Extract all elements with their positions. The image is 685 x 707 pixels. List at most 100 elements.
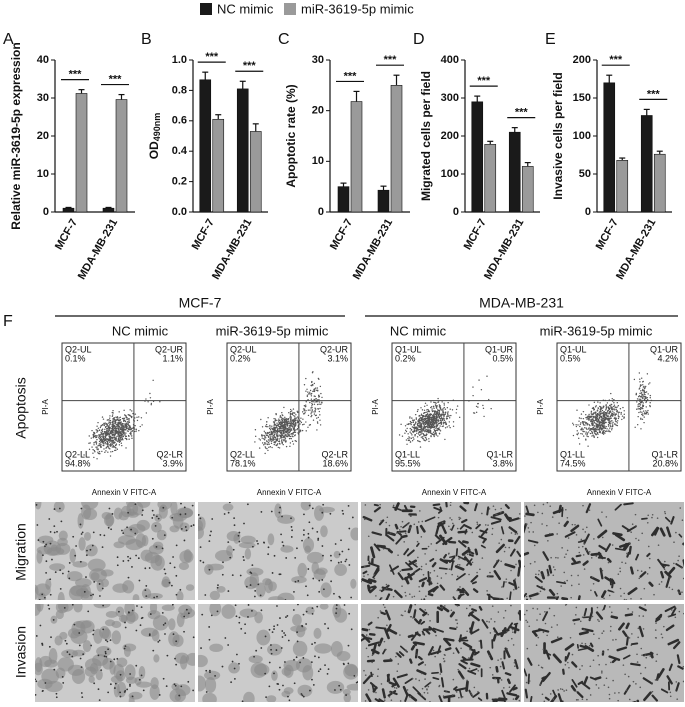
cell: [124, 664, 136, 681]
pore: [569, 636, 572, 639]
event-dot: [431, 419, 433, 422]
event-dot: [281, 422, 284, 424]
event-dot: [603, 414, 606, 417]
cell: [470, 662, 481, 668]
event-dot: [616, 424, 619, 427]
event-dot: [586, 432, 589, 434]
cell: [419, 608, 426, 614]
event-dot: [281, 425, 284, 428]
event-dot: [103, 444, 105, 447]
event-dot: [309, 389, 312, 392]
event-dot: [293, 424, 295, 427]
pore: [593, 633, 595, 636]
event-dot: [603, 405, 605, 408]
cell: [654, 618, 661, 623]
event-dot: [422, 426, 424, 428]
pore: [429, 682, 432, 684]
event-dot: [95, 435, 97, 437]
event-dot: [114, 430, 116, 432]
event-dot: [274, 423, 276, 426]
pore: [489, 571, 491, 574]
pore: [625, 689, 628, 691]
cell: [112, 583, 129, 593]
event-dot: [294, 423, 297, 425]
event-dot: [604, 427, 606, 429]
pore: [209, 534, 212, 537]
pore: [624, 673, 626, 676]
pore: [547, 539, 549, 542]
event-dot: [586, 433, 588, 436]
event-dot: [422, 429, 425, 431]
event-dot: [426, 426, 429, 429]
micrograph-bg: [361, 604, 521, 702]
event-dot: [412, 421, 415, 424]
cell: [649, 651, 654, 659]
event-dot: [486, 375, 488, 377]
bar: [350, 101, 363, 213]
event-dot: [268, 431, 271, 434]
cell: [417, 661, 424, 666]
event-dot: [431, 408, 433, 410]
pore: [107, 526, 110, 529]
pore: [241, 700, 244, 702]
group-title: MCF-7: [179, 295, 222, 311]
event-dot: [434, 410, 437, 412]
event-dot: [423, 409, 426, 412]
event-dot: [106, 441, 109, 444]
event-dot: [642, 395, 644, 397]
event-dot: [268, 443, 270, 445]
pore: [435, 634, 437, 637]
pore: [664, 512, 667, 515]
event-dot: [284, 432, 286, 434]
event-dot: [428, 423, 430, 425]
pore: [461, 696, 464, 698]
pore: [308, 521, 311, 524]
event-dot: [649, 394, 652, 397]
event-dot: [404, 425, 407, 427]
event-dot: [96, 429, 98, 431]
cell: [385, 593, 391, 600]
pore: [173, 566, 176, 569]
pore: [640, 672, 642, 675]
event-dot: [314, 409, 316, 412]
pore: [122, 532, 125, 535]
event-dot: [414, 435, 416, 437]
error-bar: [202, 71, 209, 80]
event-dot: [611, 425, 614, 427]
event-dot: [611, 398, 613, 400]
event-dot: [111, 415, 114, 418]
event-dot: [100, 429, 103, 432]
event-dot: [598, 422, 600, 424]
cell: [459, 689, 463, 698]
y-tick-label: 0.8: [172, 84, 187, 96]
event-dot: [99, 442, 102, 444]
pore: [50, 636, 52, 639]
pore: [544, 622, 547, 625]
event-dot: [288, 432, 290, 434]
event-dot: [109, 455, 112, 457]
pore: [321, 511, 324, 514]
event-dot: [307, 409, 310, 411]
pore: [244, 632, 247, 635]
event-dot: [621, 418, 623, 421]
pore: [355, 681, 358, 684]
pore: [157, 517, 160, 520]
event-dot: [612, 421, 614, 424]
event-dot: [639, 408, 642, 411]
cell: [332, 604, 342, 618]
cell: [524, 523, 528, 534]
pore: [211, 518, 214, 520]
pore: [491, 674, 494, 676]
event-dot: [589, 429, 591, 431]
cell: [570, 685, 577, 692]
pore: [526, 523, 528, 525]
pore: [253, 655, 255, 658]
event-dot: [123, 429, 125, 432]
event-dot: [318, 401, 321, 403]
event-dot: [276, 437, 279, 439]
event-dot: [111, 443, 114, 445]
event-dot: [282, 443, 284, 446]
quadrant-name: Q1-UR: [650, 344, 679, 354]
column-title: NC mimic: [112, 323, 169, 338]
event-dot: [606, 418, 609, 420]
